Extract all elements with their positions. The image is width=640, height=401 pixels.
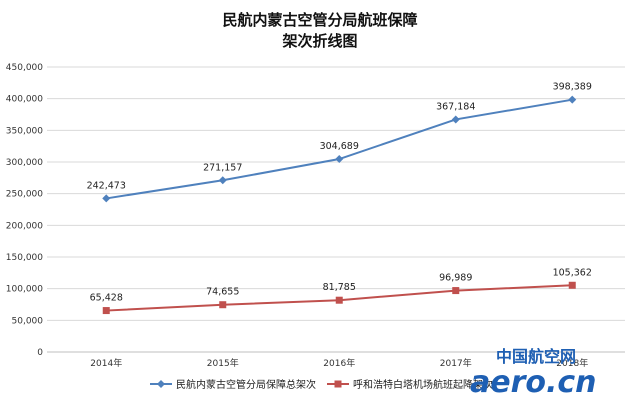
legend-marker-2 [334,380,342,388]
series-2-point [219,301,227,309]
watermark-chinese: 中国航空网 [496,347,576,366]
series-2-point [568,281,576,289]
x-axis: 2014年 2015年 2016年 2017年 2018年 [47,351,625,369]
y-tick-label: 150,000 [6,253,43,263]
series-1-point [568,95,577,104]
series-2-data-label: 65,428 [90,293,123,304]
series-1-data-label: 398,389 [553,82,592,93]
series-1-data-label: 304,689 [320,141,359,152]
x-tick-label: 2016年 [323,357,355,369]
series-group: 242,473 271,157 304,689 367,184 398,389 65,42… [87,82,592,315]
series-2-data-label: 105,362 [553,267,592,278]
series-1-point [335,155,344,164]
y-tick-label: 50,000 [12,316,44,326]
gridlines [47,66,625,353]
series-2-point [335,296,343,304]
y-tick-label: 100,000 [6,285,43,295]
legend-label-2: 呼和浩特白塔机场航班起降架次 [353,378,493,391]
y-tick-label: 250,000 [6,190,43,200]
y-axis: 0 50,000 100,000 150,000 200,000 250,000 300,0… [6,63,43,358]
series-1-data-label: 242,473 [87,180,126,191]
aero-cn-watermark: 中国航空网 aero.cn [470,347,597,400]
series-1-data-label: 271,157 [203,162,242,173]
y-tick-label: 300,000 [6,158,43,168]
x-tick-label: 2017年 [440,357,472,369]
x-tick-label: 2015年 [207,357,239,369]
series-1-data-label: 367,184 [436,101,475,112]
series-1-point [218,176,227,185]
y-tick-label: 200,000 [6,221,43,231]
series-2-data-label: 96,989 [439,273,472,284]
y-tick-label: 0 [37,348,43,358]
chart-title-line1: 民航内蒙古空管分局航班保障 [222,11,417,29]
chart-title-line2: 架次折线图 [281,32,357,50]
y-tick-label: 400,000 [6,95,43,105]
y-tick-label: 350,000 [6,126,43,136]
series-1-point [451,115,460,124]
watermark-english: aero.cn [470,365,597,400]
series-2-point [102,307,110,315]
series-2-data-label: 74,655 [206,287,239,298]
x-tick-label: 2014年 [90,357,122,369]
legend-label-1: 民航内蒙古空管分局保障总架次 [176,378,316,391]
y-tick-label: 450,000 [6,63,43,73]
series-2-point [452,287,460,295]
legend-marker-1 [157,380,165,388]
series-1-point [102,194,111,203]
x-tick-label: 2018年 [556,357,588,369]
legend: 民航内蒙古空管分局保障总架次 呼和浩特白塔机场航班起降架次 [150,378,493,391]
series-2-data-label: 81,785 [323,282,356,293]
